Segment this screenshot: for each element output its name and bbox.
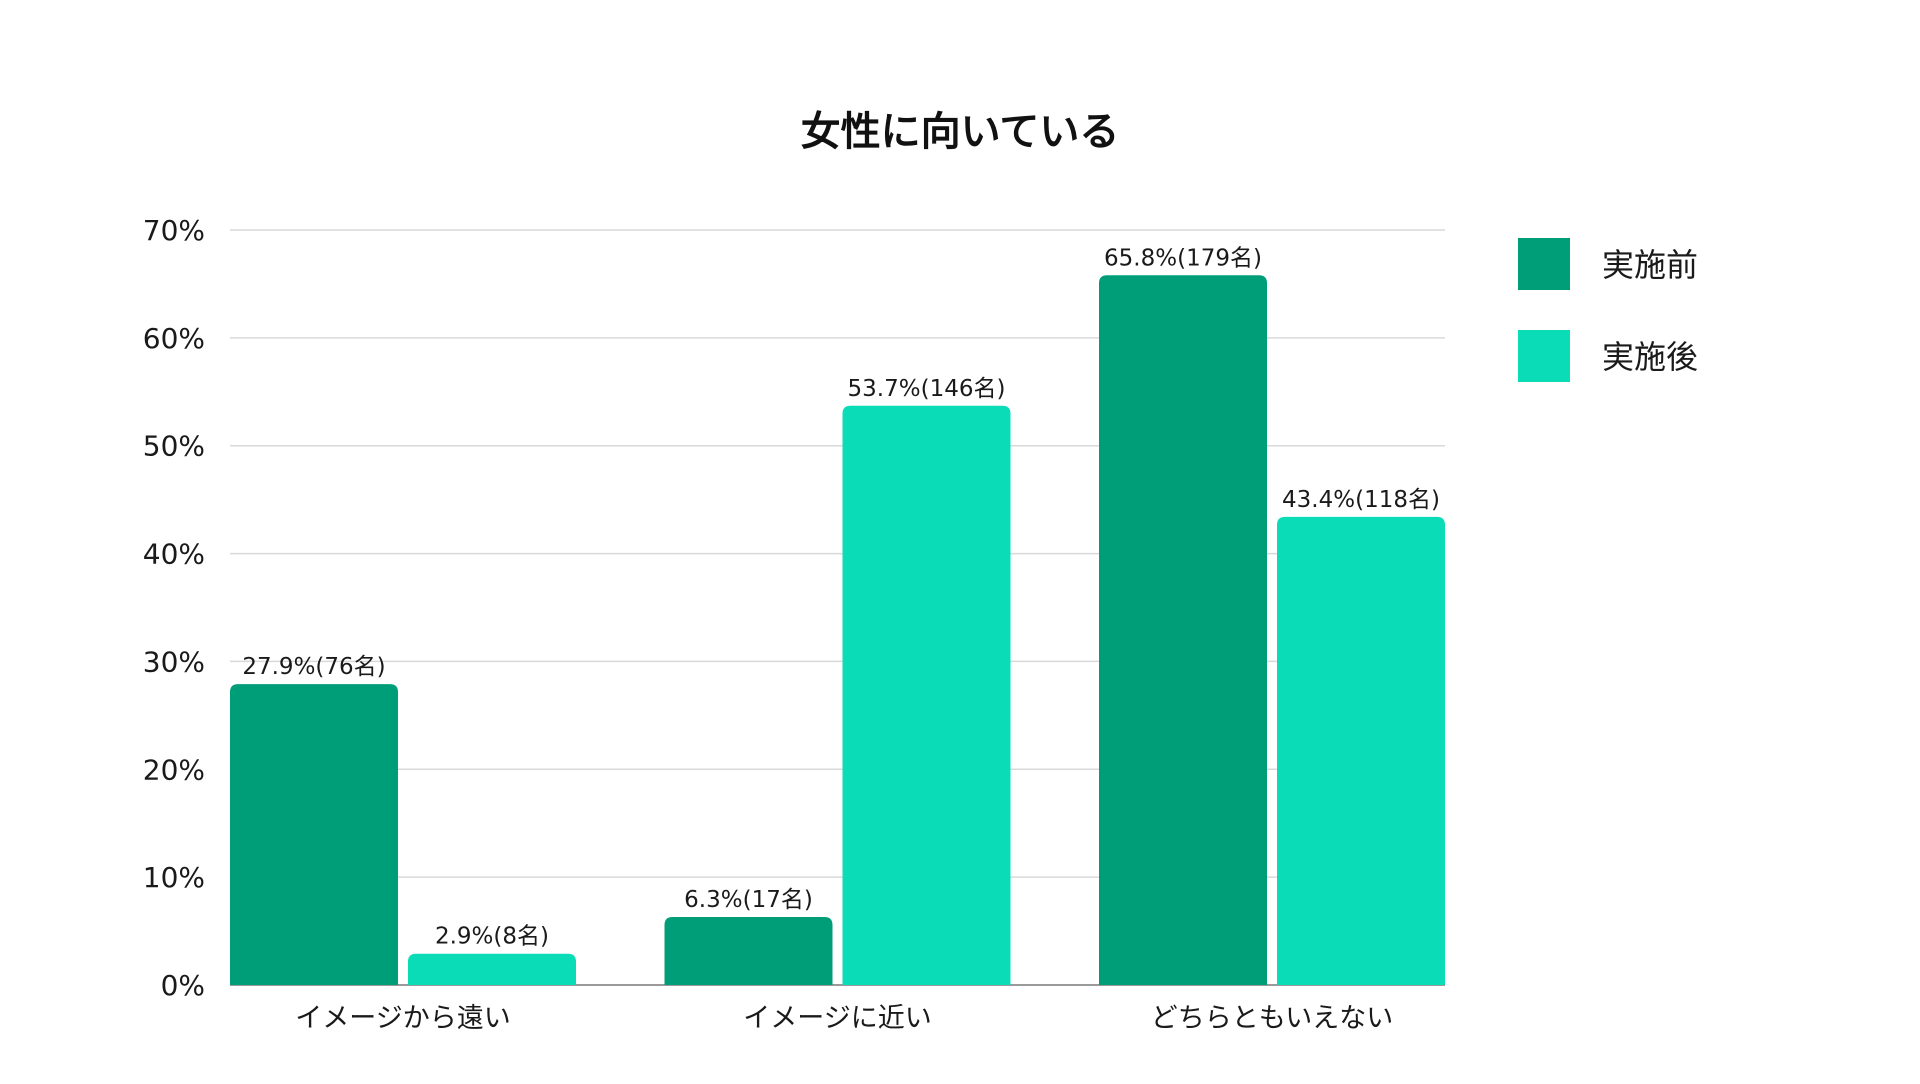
y-tick-label: 40% xyxy=(143,538,205,571)
bars xyxy=(230,275,1445,985)
bar-after xyxy=(1277,516,1445,985)
y-tick-label: 10% xyxy=(143,861,205,894)
y-tick-label: 0% xyxy=(161,969,205,1002)
y-tick-label: 70% xyxy=(143,214,205,247)
data-label: 27.9%(76名) xyxy=(242,654,385,680)
x-tick-label: どちらともいえない xyxy=(1151,1003,1393,1034)
data-label: 2.9%(8名) xyxy=(435,924,549,950)
y-axis: 0% 10% 20% 30% 40% 50% 60% 70% xyxy=(143,214,205,1002)
y-tick-label: 50% xyxy=(143,430,205,463)
x-axis: イメージから遠い イメージに近い どちらともいえない xyxy=(295,1003,1393,1034)
y-tick-label: 30% xyxy=(143,645,205,678)
bar-before xyxy=(230,684,398,985)
data-labels: 27.9%(76名) 2.9%(8名) 6.3%(17名) 53.7%(146名) 65… xyxy=(242,245,1440,949)
legend-swatch xyxy=(1518,238,1570,290)
legend-label: 実施後 xyxy=(1602,338,1698,376)
bar-after xyxy=(408,953,576,985)
bar-after xyxy=(842,405,1011,985)
data-label: 6.3%(17名) xyxy=(684,887,813,913)
y-tick-label: 60% xyxy=(143,322,205,355)
legend-swatch xyxy=(1518,330,1570,382)
x-tick-label: イメージに近い xyxy=(743,1003,931,1034)
bar-before xyxy=(1099,275,1267,985)
gridlines xyxy=(230,229,1445,986)
data-label: 65.8%(179名) xyxy=(1104,245,1262,271)
data-label: 53.7%(146名) xyxy=(848,376,1006,402)
y-tick-label: 20% xyxy=(143,753,205,786)
x-tick-label: イメージから遠い xyxy=(295,1003,510,1034)
bar-before xyxy=(664,917,833,985)
data-label: 43.4%(118名) xyxy=(1282,487,1440,513)
chart-title: 女性に向いている xyxy=(801,109,1120,155)
legend-label: 実施前 xyxy=(1602,246,1698,284)
